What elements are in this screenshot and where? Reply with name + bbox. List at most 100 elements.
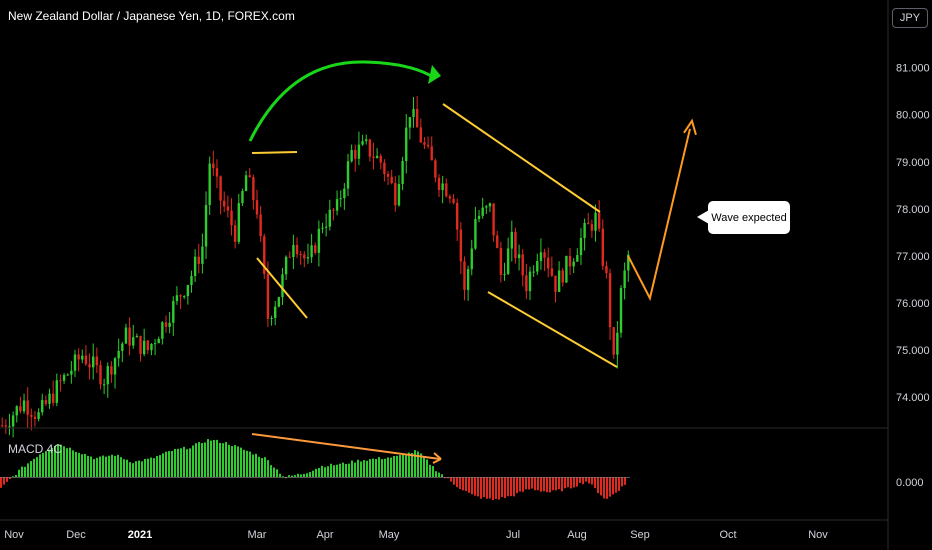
macd-bar	[105, 456, 107, 478]
macd-bar	[492, 477, 494, 501]
candle-body	[547, 257, 550, 269]
y-tick-label: 78.000	[896, 204, 930, 216]
forecast-arrow-head	[683, 118, 697, 136]
candle-body	[357, 144, 361, 159]
macd-bar	[603, 477, 605, 499]
macd-bar	[369, 459, 371, 478]
macd-bar	[234, 445, 236, 478]
macd-bar	[381, 459, 383, 478]
candle-body	[306, 257, 310, 259]
macd-bar	[462, 477, 464, 491]
candle-body	[576, 255, 579, 262]
candle-body	[215, 168, 219, 177]
macd-bar	[99, 456, 101, 478]
candle-body	[81, 355, 84, 360]
macd-bar	[216, 439, 218, 478]
macd-label: MACD 4C	[8, 442, 63, 456]
macd-bar	[543, 477, 545, 492]
candle-body	[44, 400, 48, 404]
macd-bar	[426, 459, 428, 478]
candle-body	[510, 231, 513, 249]
macd-bar	[51, 447, 53, 478]
candle-body	[485, 206, 488, 208]
pattern-overlay	[248, 60, 697, 464]
macd-bar	[396, 455, 398, 478]
macd-bar	[174, 448, 176, 478]
macd-bar	[456, 477, 458, 488]
candle-body	[183, 296, 186, 298]
candle-body	[128, 327, 131, 346]
candle-body	[153, 343, 157, 345]
candle-body	[284, 256, 288, 275]
candle-body	[266, 273, 270, 319]
x-tick-label: Dec	[66, 529, 86, 541]
macd-bar	[336, 464, 338, 478]
macd-bar	[486, 477, 488, 499]
macd-bar	[522, 477, 524, 492]
macd-bar	[360, 461, 362, 478]
macd-bar	[432, 466, 434, 478]
macd-bar	[138, 460, 140, 478]
macd-bar	[24, 466, 26, 478]
candle-body	[77, 354, 80, 360]
candle-body	[572, 261, 575, 267]
candle-body	[1, 425, 4, 427]
candle-body	[601, 228, 604, 266]
x-tick-label: Mar	[248, 529, 267, 541]
candle-body	[557, 270, 561, 292]
x-tick-label: Apr	[316, 529, 333, 541]
macd-bar	[27, 463, 29, 478]
macd-bar	[372, 458, 374, 478]
candle-body	[99, 365, 102, 385]
candle-body	[92, 356, 95, 368]
macd-bar	[447, 477, 449, 479]
macd-bar	[573, 477, 575, 488]
candle-body	[597, 212, 601, 229]
forecast-path	[627, 128, 691, 302]
macd-bar	[168, 451, 170, 478]
candle-body	[41, 400, 44, 413]
macd-bar	[399, 455, 401, 478]
candle-body	[386, 174, 390, 177]
candle-body	[161, 322, 164, 339]
macd-bar	[366, 460, 368, 478]
candle-body	[172, 301, 175, 323]
macd-bar	[276, 469, 278, 478]
macd-zero-label: 0.000	[896, 477, 924, 489]
candle-body	[375, 155, 379, 158]
macd-bar	[420, 453, 422, 478]
candle-body	[339, 198, 342, 200]
candle-body	[328, 209, 331, 227]
x-tick-label: Nov	[808, 529, 828, 541]
candle-body	[33, 416, 37, 419]
candle-body	[139, 335, 142, 355]
macd-bar	[585, 477, 587, 482]
macd-bar	[228, 444, 230, 478]
macd-bar	[12, 476, 14, 478]
candle-body	[22, 400, 26, 412]
macd-bar	[243, 449, 245, 478]
candle-body	[536, 261, 539, 272]
macd-bar	[144, 458, 146, 478]
macd-bar	[387, 457, 389, 478]
candle-body	[281, 274, 284, 298]
macd-bar	[468, 477, 470, 493]
candle-body	[321, 227, 324, 229]
candle-body	[95, 356, 99, 366]
candle-body	[408, 117, 412, 128]
candle-body	[372, 156, 375, 158]
candle-body	[113, 358, 117, 375]
macd-bar	[147, 458, 149, 478]
candle-body	[561, 270, 564, 283]
candle-body	[51, 393, 55, 403]
macd-bar	[219, 442, 221, 478]
macd-bar	[249, 451, 251, 478]
candle-body	[612, 327, 615, 355]
channel-lower-line	[487, 291, 618, 368]
macd-bar	[459, 477, 461, 490]
macd-bar	[441, 474, 443, 478]
candle-body	[146, 340, 149, 351]
macd-bar	[516, 477, 518, 494]
macd-bar	[180, 448, 182, 478]
currency-badge[interactable]: JPY	[892, 8, 928, 28]
